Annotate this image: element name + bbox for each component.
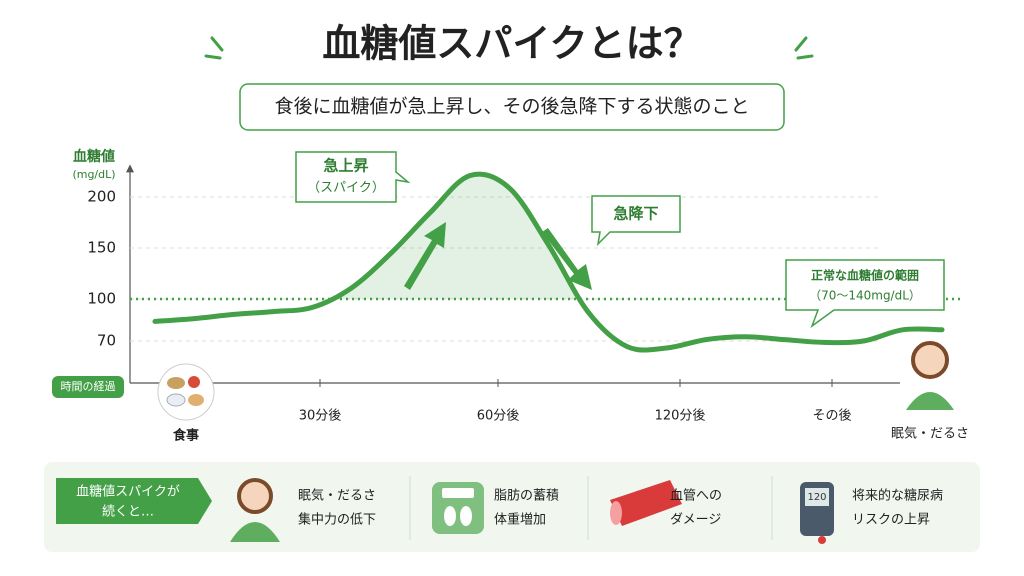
subtitle: 食後に血糖値が急上昇し、その後急降下する状態のこと bbox=[274, 96, 749, 118]
effects-lead: 血糖値スパイクが bbox=[76, 484, 180, 500]
range-label: 正常な血糖値の範囲 bbox=[811, 268, 919, 283]
x-start-label: 食事 bbox=[173, 428, 199, 444]
x-label-box bbox=[52, 376, 124, 398]
effect-text: 血管への bbox=[670, 489, 722, 504]
fall-label: 急降下 bbox=[613, 205, 658, 223]
rise-sub: （スパイク） bbox=[307, 181, 385, 196]
range-sub: （70〜140mg/dL） bbox=[809, 289, 921, 303]
y-tick-label: 200 bbox=[87, 188, 116, 206]
sparks bbox=[204, 36, 814, 60]
x-label: 時間の経過 bbox=[61, 380, 116, 393]
line bbox=[152, 171, 945, 353]
y-unit: (mg/dL) bbox=[72, 168, 115, 181]
x-tick-label: 120分後 bbox=[655, 409, 706, 424]
end-label: 眠気・だるさ bbox=[891, 426, 969, 442]
meal-icon bbox=[157, 363, 215, 421]
meal-icon-part bbox=[167, 377, 185, 389]
rise-box bbox=[295, 151, 411, 203]
x-tick-label: 30分後 bbox=[299, 409, 342, 424]
range-box bbox=[785, 259, 945, 329]
effects-panel bbox=[44, 462, 980, 552]
x-tick-label: 60分後 bbox=[477, 409, 520, 424]
title: 血糖値スパイクとは？ bbox=[322, 22, 701, 66]
spike-area bbox=[155, 174, 942, 299]
effect-text: 集中力の低下 bbox=[298, 512, 376, 528]
effects-lead: 続くと… bbox=[102, 505, 154, 520]
fall-box bbox=[591, 195, 681, 247]
effect-text: リスクの上昇 bbox=[852, 513, 930, 528]
x-tick-label: その後 bbox=[812, 409, 851, 424]
y-label: 血糖値 bbox=[73, 148, 115, 165]
fall-arrow bbox=[542, 228, 592, 290]
y-tick-label: 70 bbox=[97, 332, 116, 350]
meal-icon-part bbox=[166, 393, 186, 407]
effect-icons: 120 bbox=[230, 478, 834, 544]
person-icon bbox=[911, 341, 949, 379]
rise-arrow bbox=[404, 222, 446, 290]
effect-text: 眠気・だるさ bbox=[298, 488, 376, 504]
person-icon bbox=[906, 392, 954, 410]
meal-icon-part bbox=[188, 376, 200, 388]
effects-lead-box bbox=[56, 478, 212, 524]
effect-text: ダメージ bbox=[670, 513, 721, 528]
y-tick-label: 150 bbox=[87, 239, 116, 257]
effect-separators bbox=[409, 476, 773, 540]
meal-icon-part bbox=[188, 394, 204, 406]
y-axis-arrow bbox=[126, 164, 134, 173]
effect-text: 体重増加 bbox=[494, 512, 546, 528]
subtitle-box bbox=[239, 83, 785, 131]
svg-text:120: 120 bbox=[807, 492, 826, 503]
rise-label: 急上昇 bbox=[323, 157, 368, 175]
effect-text: 脂肪の蓄積 bbox=[494, 488, 559, 504]
effect-text: 将来的な糖尿病 bbox=[852, 488, 943, 504]
y-tick-label: 100 bbox=[87, 290, 116, 308]
